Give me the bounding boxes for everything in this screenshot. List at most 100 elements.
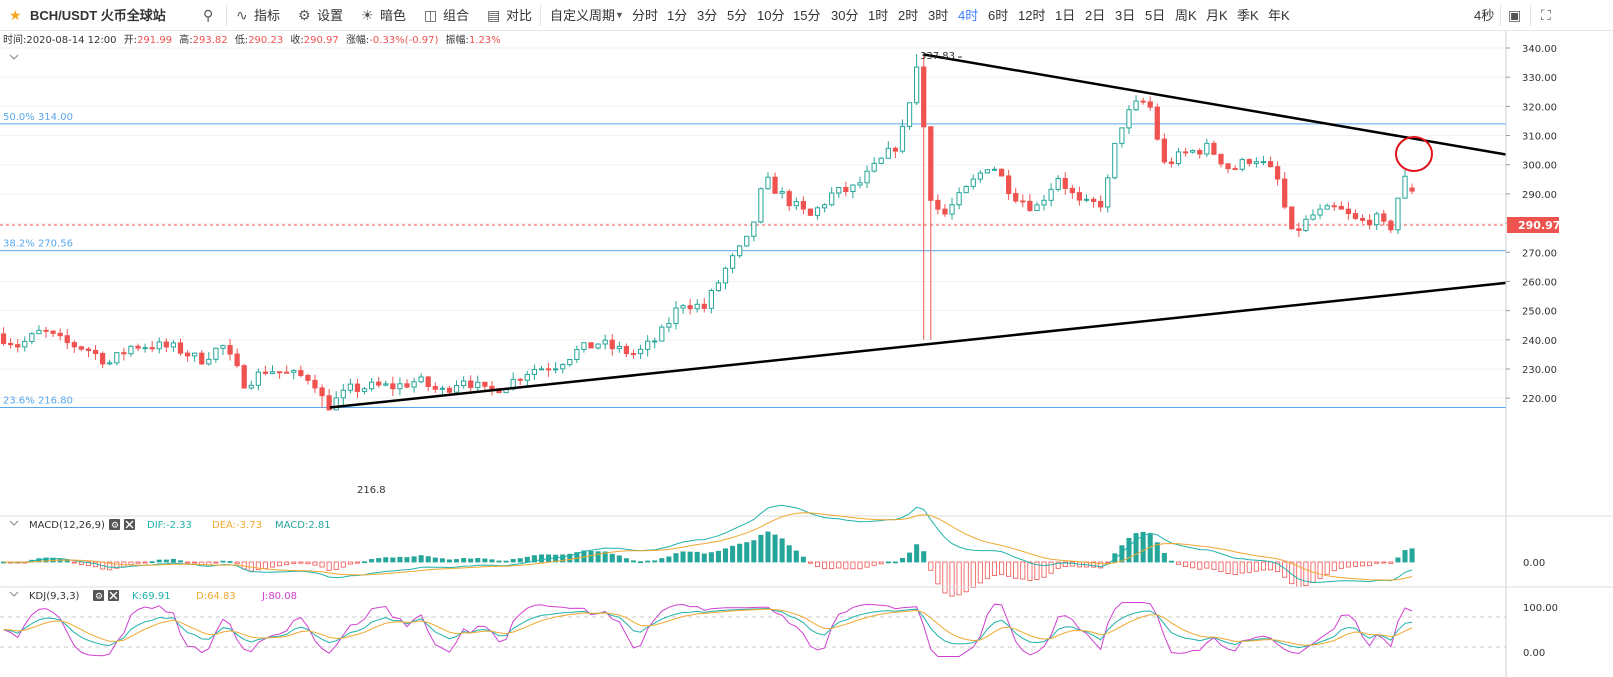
macd-bar — [899, 557, 905, 563]
period-5m[interactable]: 5分 — [727, 8, 748, 23]
period-3m[interactable]: 3分 — [697, 8, 718, 23]
candle-body — [397, 383, 403, 390]
macd-bar — [425, 556, 431, 563]
compare-icon[interactable]: ▤ — [487, 7, 501, 23]
macd-bar — [850, 561, 856, 570]
period-year[interactable]: 年K — [1268, 8, 1290, 23]
period-4h[interactable]: 4时 — [958, 8, 979, 23]
open-label: 开: — [124, 35, 137, 46]
candle-body — [1126, 109, 1132, 129]
candle-body — [687, 305, 693, 310]
candle-body — [666, 323, 672, 328]
macd-bar — [64, 560, 70, 563]
period-1d[interactable]: 1日 — [1055, 8, 1076, 23]
candle-body — [92, 349, 99, 355]
trendline-1[interactable] — [922, 53, 1507, 156]
compare-button[interactable]: 对比 — [506, 8, 533, 23]
macd-bar — [1324, 561, 1330, 575]
period-3d[interactable]: 3日 — [1115, 8, 1136, 23]
period-3h[interactable]: 3时 — [928, 8, 949, 23]
period-2h[interactable]: 2时 — [898, 8, 919, 23]
candle-body — [376, 381, 382, 386]
chart-area[interactable]: 时间:2020-08-14 12:00 开:291.99 高:293.82 低:… — [0, 31, 1613, 677]
macd-bar — [1268, 561, 1274, 571]
kdj-collapse-icon[interactable] — [9, 591, 19, 597]
macd-bar — [673, 553, 679, 563]
last-price-tag — [1507, 217, 1559, 233]
price-tick-12: 220.00 — [1522, 394, 1557, 405]
macd-bar — [907, 552, 913, 563]
layout-icon[interactable]: ◫ — [424, 7, 438, 23]
indicator-icon[interactable]: ∿ — [236, 7, 248, 23]
kdj-series — [3, 602, 1413, 657]
period-12h[interactable]: 12时 — [1018, 8, 1046, 23]
trendline-0[interactable] — [329, 281, 1507, 409]
indicator-button[interactable]: 指标 — [254, 8, 281, 23]
highlight-circle[interactable] — [1395, 136, 1433, 172]
custom-period-select[interactable]: 自定义周期 — [550, 8, 616, 23]
candle-body — [673, 307, 679, 325]
period-10m[interactable]: 10分 — [757, 8, 785, 23]
candle-body — [567, 359, 573, 366]
macd-bar — [1225, 561, 1231, 574]
collapse-chevron-icon[interactable] — [9, 54, 19, 60]
macd-bar — [1367, 561, 1373, 567]
macd-bar — [609, 553, 615, 563]
star-icon[interactable]: ★ — [9, 7, 22, 23]
close-value: 290.97 — [304, 35, 339, 46]
period-season[interactable]: 季K — [1237, 8, 1259, 23]
sun-icon[interactable]: ☀ — [361, 7, 374, 23]
trendlines[interactable] — [329, 53, 1507, 409]
macd-bar — [666, 556, 672, 563]
candle-body — [1112, 142, 1118, 179]
candle-body — [729, 255, 736, 269]
candle-body — [1161, 138, 1167, 163]
macd-bar — [630, 560, 637, 563]
macd-settings-icon[interactable] — [109, 519, 120, 530]
candle-body — [892, 147, 899, 152]
camera-icon[interactable]: ▣ — [1508, 7, 1522, 23]
dark-theme-button[interactable]: 暗色 — [380, 8, 407, 23]
period-6h[interactable]: 6时 — [988, 8, 1009, 23]
period-1m[interactable]: 1分 — [667, 8, 688, 23]
period-fenshi[interactable]: 分时 — [632, 8, 659, 23]
candle-body — [1211, 142, 1217, 155]
candle-body — [814, 207, 821, 216]
period-month[interactable]: 月K — [1206, 8, 1228, 23]
macd-bar — [319, 561, 325, 568]
layout-button[interactable]: 组合 — [443, 8, 470, 23]
period-2d[interactable]: 2日 — [1085, 8, 1106, 23]
candle-body — [1105, 177, 1111, 208]
period-5d[interactable]: 5日 — [1145, 8, 1166, 23]
candle-body — [404, 383, 410, 388]
period-week[interactable]: 周K — [1175, 8, 1197, 23]
macd-bar — [1317, 561, 1323, 579]
macd-bar — [949, 561, 955, 597]
macd-bar — [269, 561, 276, 568]
macd-bar — [1232, 561, 1238, 575]
low-marker-label: 216.8 — [357, 485, 386, 496]
period-1h[interactable]: 1时 — [868, 8, 889, 23]
gear-icon[interactable]: ⚙ — [298, 7, 311, 23]
candle-body — [977, 172, 983, 180]
fullscreen-icon[interactable]: ⛶ — [1541, 7, 1551, 23]
candle-body — [50, 330, 56, 334]
candle-body — [1289, 206, 1295, 230]
candle-body — [489, 385, 495, 390]
kdj-settings-icon[interactable] — [93, 590, 104, 601]
time-value: 2020-08-14 12:00 — [26, 35, 116, 46]
search-icon[interactable]: ⚲ — [203, 7, 214, 23]
macd-bar — [517, 558, 523, 563]
chevron-down-icon[interactable]: ▼ — [615, 10, 624, 20]
candle-body — [439, 387, 446, 390]
period-30m[interactable]: 30分 — [831, 8, 859, 23]
symbol-title[interactable]: BCH/USDT 火币全球站 — [30, 8, 166, 23]
period-15m[interactable]: 15分 — [793, 8, 821, 23]
low-value: 290.23 — [248, 35, 283, 46]
settings-button[interactable]: 设置 — [317, 8, 344, 23]
candle-body — [227, 345, 233, 355]
macd-bar — [602, 551, 608, 563]
macd-bar — [1197, 561, 1203, 570]
macd-collapse-icon[interactable] — [9, 520, 19, 526]
low-label: 低: — [235, 33, 248, 46]
